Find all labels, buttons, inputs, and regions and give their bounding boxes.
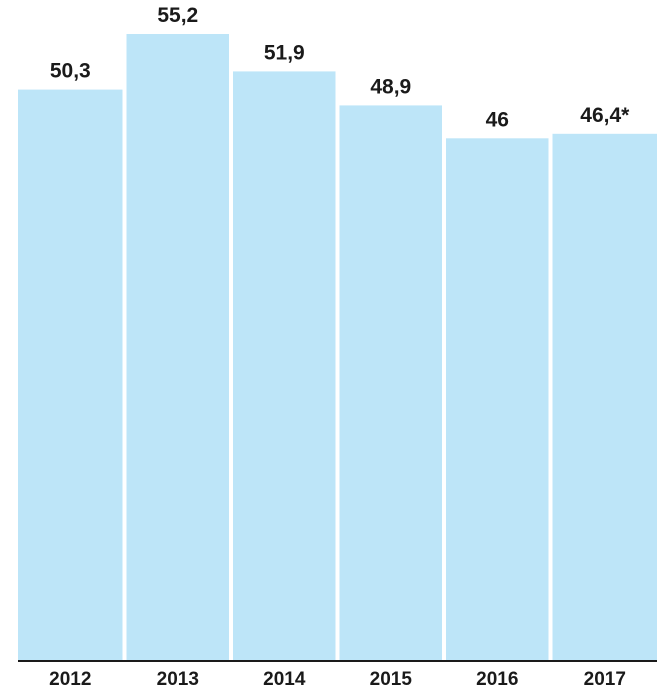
bar-2013 [126,34,229,660]
category-label-2016: 2016 [476,669,518,690]
category-label-2013: 2013 [157,669,199,690]
bar-2016 [446,138,549,661]
value-label-2013: 55,2 [157,4,198,27]
category-label-2012: 2012 [49,669,91,690]
category-label-2015: 2015 [370,669,413,690]
value-labels-group: 50,3 55,2 51,9 48,9 46 46,4* [50,4,630,131]
value-label-2015: 48,9 [370,75,411,98]
category-label-2017: 2017 [584,669,626,690]
bar-2014 [233,71,336,660]
category-label-2014: 2014 [263,669,306,690]
value-label-2016: 46 [486,108,509,131]
value-label-2012: 50,3 [50,60,91,83]
value-label-2014: 51,9 [264,41,305,64]
bar-2015 [339,105,442,660]
bar-2017 [552,133,657,661]
bar-2012 [18,89,123,661]
bars-group [18,34,657,661]
value-label-2017: 46,4* [580,104,630,127]
category-labels-group: 2012 2013 2014 2015 2016 2017 [49,669,626,690]
